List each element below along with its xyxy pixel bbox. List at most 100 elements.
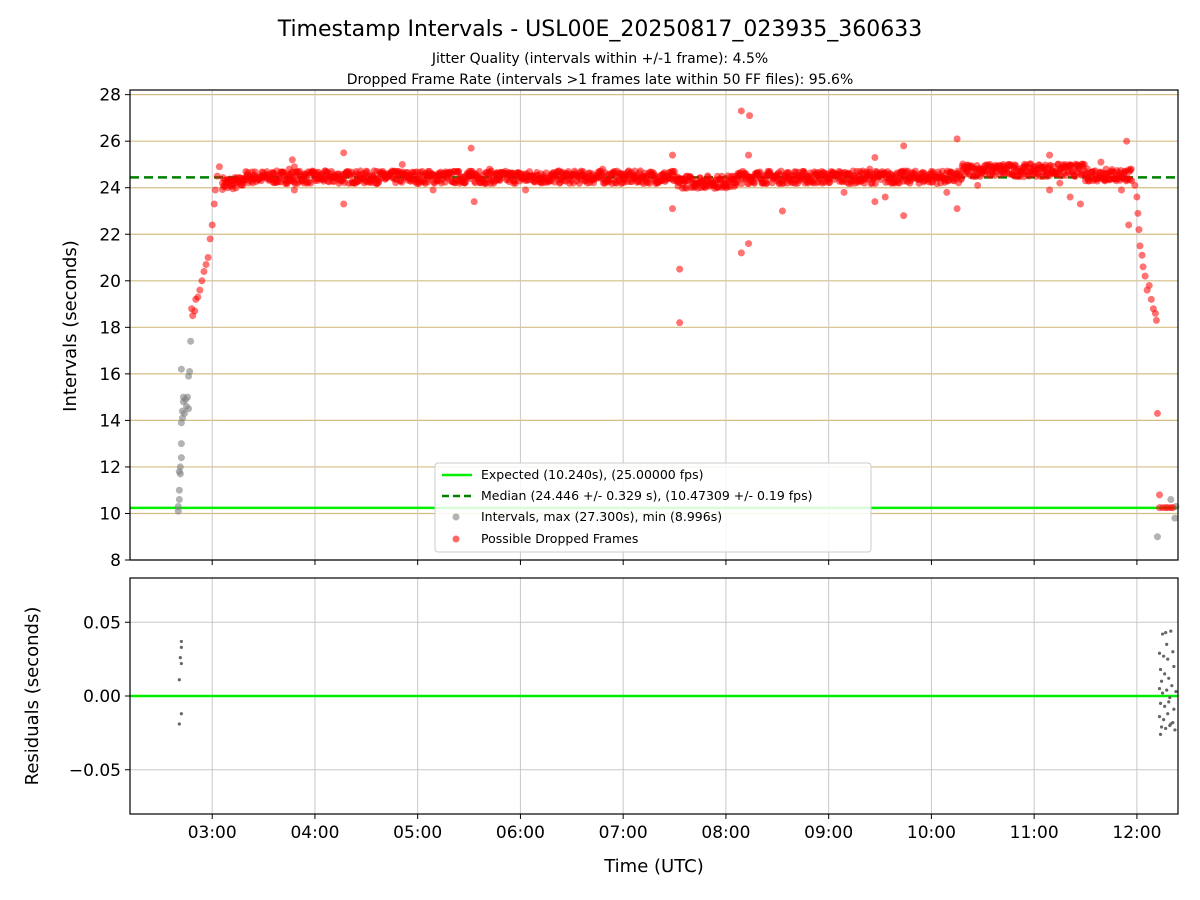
dropped-frame-point — [331, 172, 339, 180]
top-y-tick-label: 12 — [99, 458, 121, 478]
dropped-frame-point — [506, 172, 514, 180]
dropped-frame-point — [1141, 272, 1149, 280]
dropped-frame-point — [1135, 226, 1143, 234]
dropped-frame-point — [881, 193, 889, 201]
dropped-frame-point — [578, 172, 586, 180]
residual-point — [1167, 676, 1171, 680]
interval-point — [1171, 514, 1179, 522]
dropped-frame-point — [763, 179, 771, 187]
dropped-frame-point — [778, 207, 786, 215]
dropped-frame-point — [953, 135, 961, 143]
residual-point — [1162, 654, 1166, 658]
dropped-frame-point — [208, 221, 216, 229]
dropped-frame-point — [288, 156, 296, 164]
dropped-frame-point — [1102, 165, 1110, 173]
interval-point — [184, 393, 192, 401]
dropped-frame-point — [527, 172, 535, 180]
residuals-panel: −0.05 0.00 0.05 03:00 04:00 05:00 06:00 07:00 08… — [69, 577, 1179, 843]
residual-point — [177, 722, 181, 726]
dropped-frame-point — [701, 177, 709, 185]
dropped-frame-point — [989, 163, 997, 171]
x-tick-label: 09:00 — [804, 823, 853, 843]
dropped-frame-point — [1125, 221, 1133, 229]
residual-point — [1157, 651, 1162, 655]
dropped-frame-point — [691, 181, 699, 189]
dropped-frame-point — [516, 170, 524, 178]
dropped-frame-point — [202, 261, 210, 269]
dropped-frame-point — [999, 160, 1007, 168]
residual-point — [1159, 725, 1164, 729]
top-y-tick-label: 28 — [99, 86, 121, 106]
chart-subtitle-dropped: Dropped Frame Rate (intervals >1 frames … — [347, 72, 854, 88]
top-y-axis-label: Intervals (seconds) — [60, 240, 81, 412]
residual-point — [1172, 664, 1176, 669]
legend-box — [434, 462, 872, 553]
dropped-frame-point — [927, 167, 935, 175]
residual-point — [1158, 732, 1163, 736]
dropped-frame-point — [825, 174, 833, 182]
dropped-frame-point — [938, 172, 946, 180]
dropped-frame-point — [270, 170, 278, 178]
dropped-frame-point — [763, 172, 771, 180]
dropped-frame-point — [722, 174, 730, 182]
x-tick-label: 06:00 — [496, 823, 545, 843]
intervals-panel: 8 10 12 14 16 18 20 22 24 26 28 — [99, 86, 1180, 571]
top-y-tick-label: 26 — [99, 132, 121, 152]
residual-point — [178, 656, 182, 660]
dropped-frame-point — [668, 151, 676, 159]
interval-point — [177, 454, 185, 462]
dropped-frame-point — [260, 172, 268, 180]
dropped-frame-point — [239, 177, 247, 185]
dropped-frame-point — [1133, 193, 1141, 201]
dropped-frame-point — [855, 172, 863, 180]
dropped-frame-point — [301, 174, 309, 182]
top-y-tick-label: 24 — [99, 179, 121, 199]
interval-point — [175, 468, 183, 476]
interval-point — [180, 409, 188, 417]
bottom-y-tick-label: −0.05 — [69, 761, 121, 781]
residual-point — [1174, 689, 1178, 694]
dropped-frame-point — [537, 170, 545, 178]
residual-point — [1165, 688, 1169, 692]
dropped-frame-point — [210, 200, 218, 208]
x-axis-label: Time (UTC) — [603, 856, 704, 877]
residual-point — [1157, 715, 1162, 719]
dropped-frame-point — [445, 172, 453, 180]
dropped-frame-point — [943, 188, 951, 196]
residual-point — [1157, 687, 1162, 691]
dropped-frame-point — [568, 177, 576, 185]
legend-dropped-swatch — [452, 535, 460, 543]
residual-point — [1158, 667, 1163, 672]
dropped-frame-point — [1134, 209, 1142, 217]
top-y-tick-label: 16 — [99, 365, 121, 385]
dropped-frame-point — [1152, 316, 1160, 324]
interval-point — [175, 486, 183, 494]
dropped-frame-point — [1082, 177, 1090, 185]
legend-intervals-label: Intervals, max (27.300s), min (8.996s) — [481, 509, 722, 524]
dropped-frame-point — [213, 172, 221, 180]
dropped-frame-point — [414, 174, 422, 182]
dropped-frame-point — [1010, 163, 1018, 171]
interval-point — [187, 337, 195, 345]
dropped-frame-point — [814, 172, 822, 180]
dropped-frame-point — [1020, 163, 1028, 171]
dropped-frame-point — [340, 200, 348, 208]
dropped-frame-point — [897, 174, 905, 182]
dropped-frame-point — [194, 293, 202, 301]
residual-point — [1163, 704, 1167, 708]
dropped-frame-point — [676, 319, 684, 327]
dropped-frame-point — [475, 167, 483, 175]
residual-point — [179, 639, 183, 644]
dropped-frame-point — [712, 179, 720, 187]
dropped-frame-point — [229, 181, 237, 189]
dropped-frame-point — [1156, 491, 1164, 499]
dropped-frame-point — [455, 167, 463, 175]
dropped-frame-point — [280, 172, 288, 180]
dropped-frame-point — [1151, 309, 1159, 317]
dropped-frame-point — [424, 167, 432, 175]
interval-point — [175, 496, 183, 504]
residual-point — [1166, 657, 1170, 661]
dropped-frame-point — [200, 267, 208, 275]
top-y-tick-label: 20 — [99, 272, 121, 292]
dropped-frame-point — [619, 174, 627, 182]
